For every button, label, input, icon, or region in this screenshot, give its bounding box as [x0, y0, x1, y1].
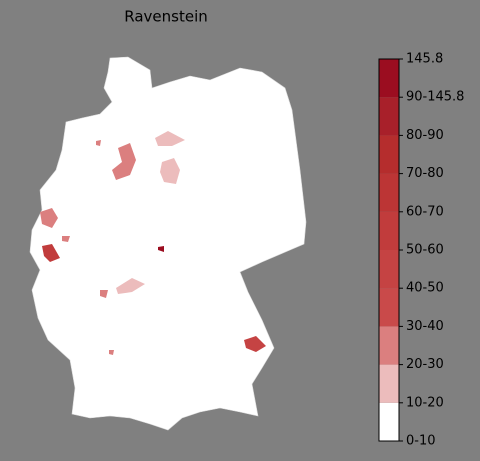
- region: [109, 350, 114, 355]
- colorbar-segment: [379, 135, 399, 174]
- region: [155, 131, 185, 146]
- region: [42, 244, 60, 262]
- colorbar-segment: [379, 402, 399, 441]
- region: [116, 278, 145, 294]
- colorbar-segment: [379, 288, 399, 327]
- colorbar-segment: [379, 97, 399, 136]
- region: [160, 158, 180, 184]
- colorbar-label: 10-20: [406, 395, 444, 410]
- colorbar-label: 50-60: [406, 243, 444, 258]
- colorbar-label: 20-30: [406, 357, 444, 372]
- colorbar-label: 70-80: [406, 166, 444, 181]
- colorbar-segment: [379, 326, 399, 365]
- colorbar-segment: [379, 211, 399, 250]
- colorbar-label: 60-70: [406, 204, 444, 219]
- colorbar-segment: [379, 250, 399, 289]
- colorbar-segment: [379, 173, 399, 212]
- colorbar-segment: [379, 59, 399, 98]
- colorbar-label: 145.8: [406, 52, 443, 67]
- region: [244, 336, 266, 352]
- region: [112, 143, 136, 180]
- region: [40, 208, 58, 228]
- chart-title: Ravenstein: [124, 8, 208, 26]
- colorbar: 0-10 10-20 20-30 30-40 40-50 50-60 60-70 70-80 8…: [378, 52, 464, 449]
- colorbar-label: 80-90: [406, 128, 444, 143]
- region: [158, 246, 164, 252]
- colorbar-label: 40-50: [406, 281, 444, 296]
- colorbar-label: 90-145.8: [406, 90, 464, 105]
- region: [96, 140, 101, 146]
- colorbar-segment: [379, 364, 399, 403]
- colorbar-label: 0-10: [406, 434, 436, 449]
- colorbar-label: 30-40: [406, 319, 444, 334]
- region: [100, 290, 108, 298]
- map: [29, 56, 307, 431]
- country-outline: [29, 56, 307, 431]
- region: [62, 236, 70, 242]
